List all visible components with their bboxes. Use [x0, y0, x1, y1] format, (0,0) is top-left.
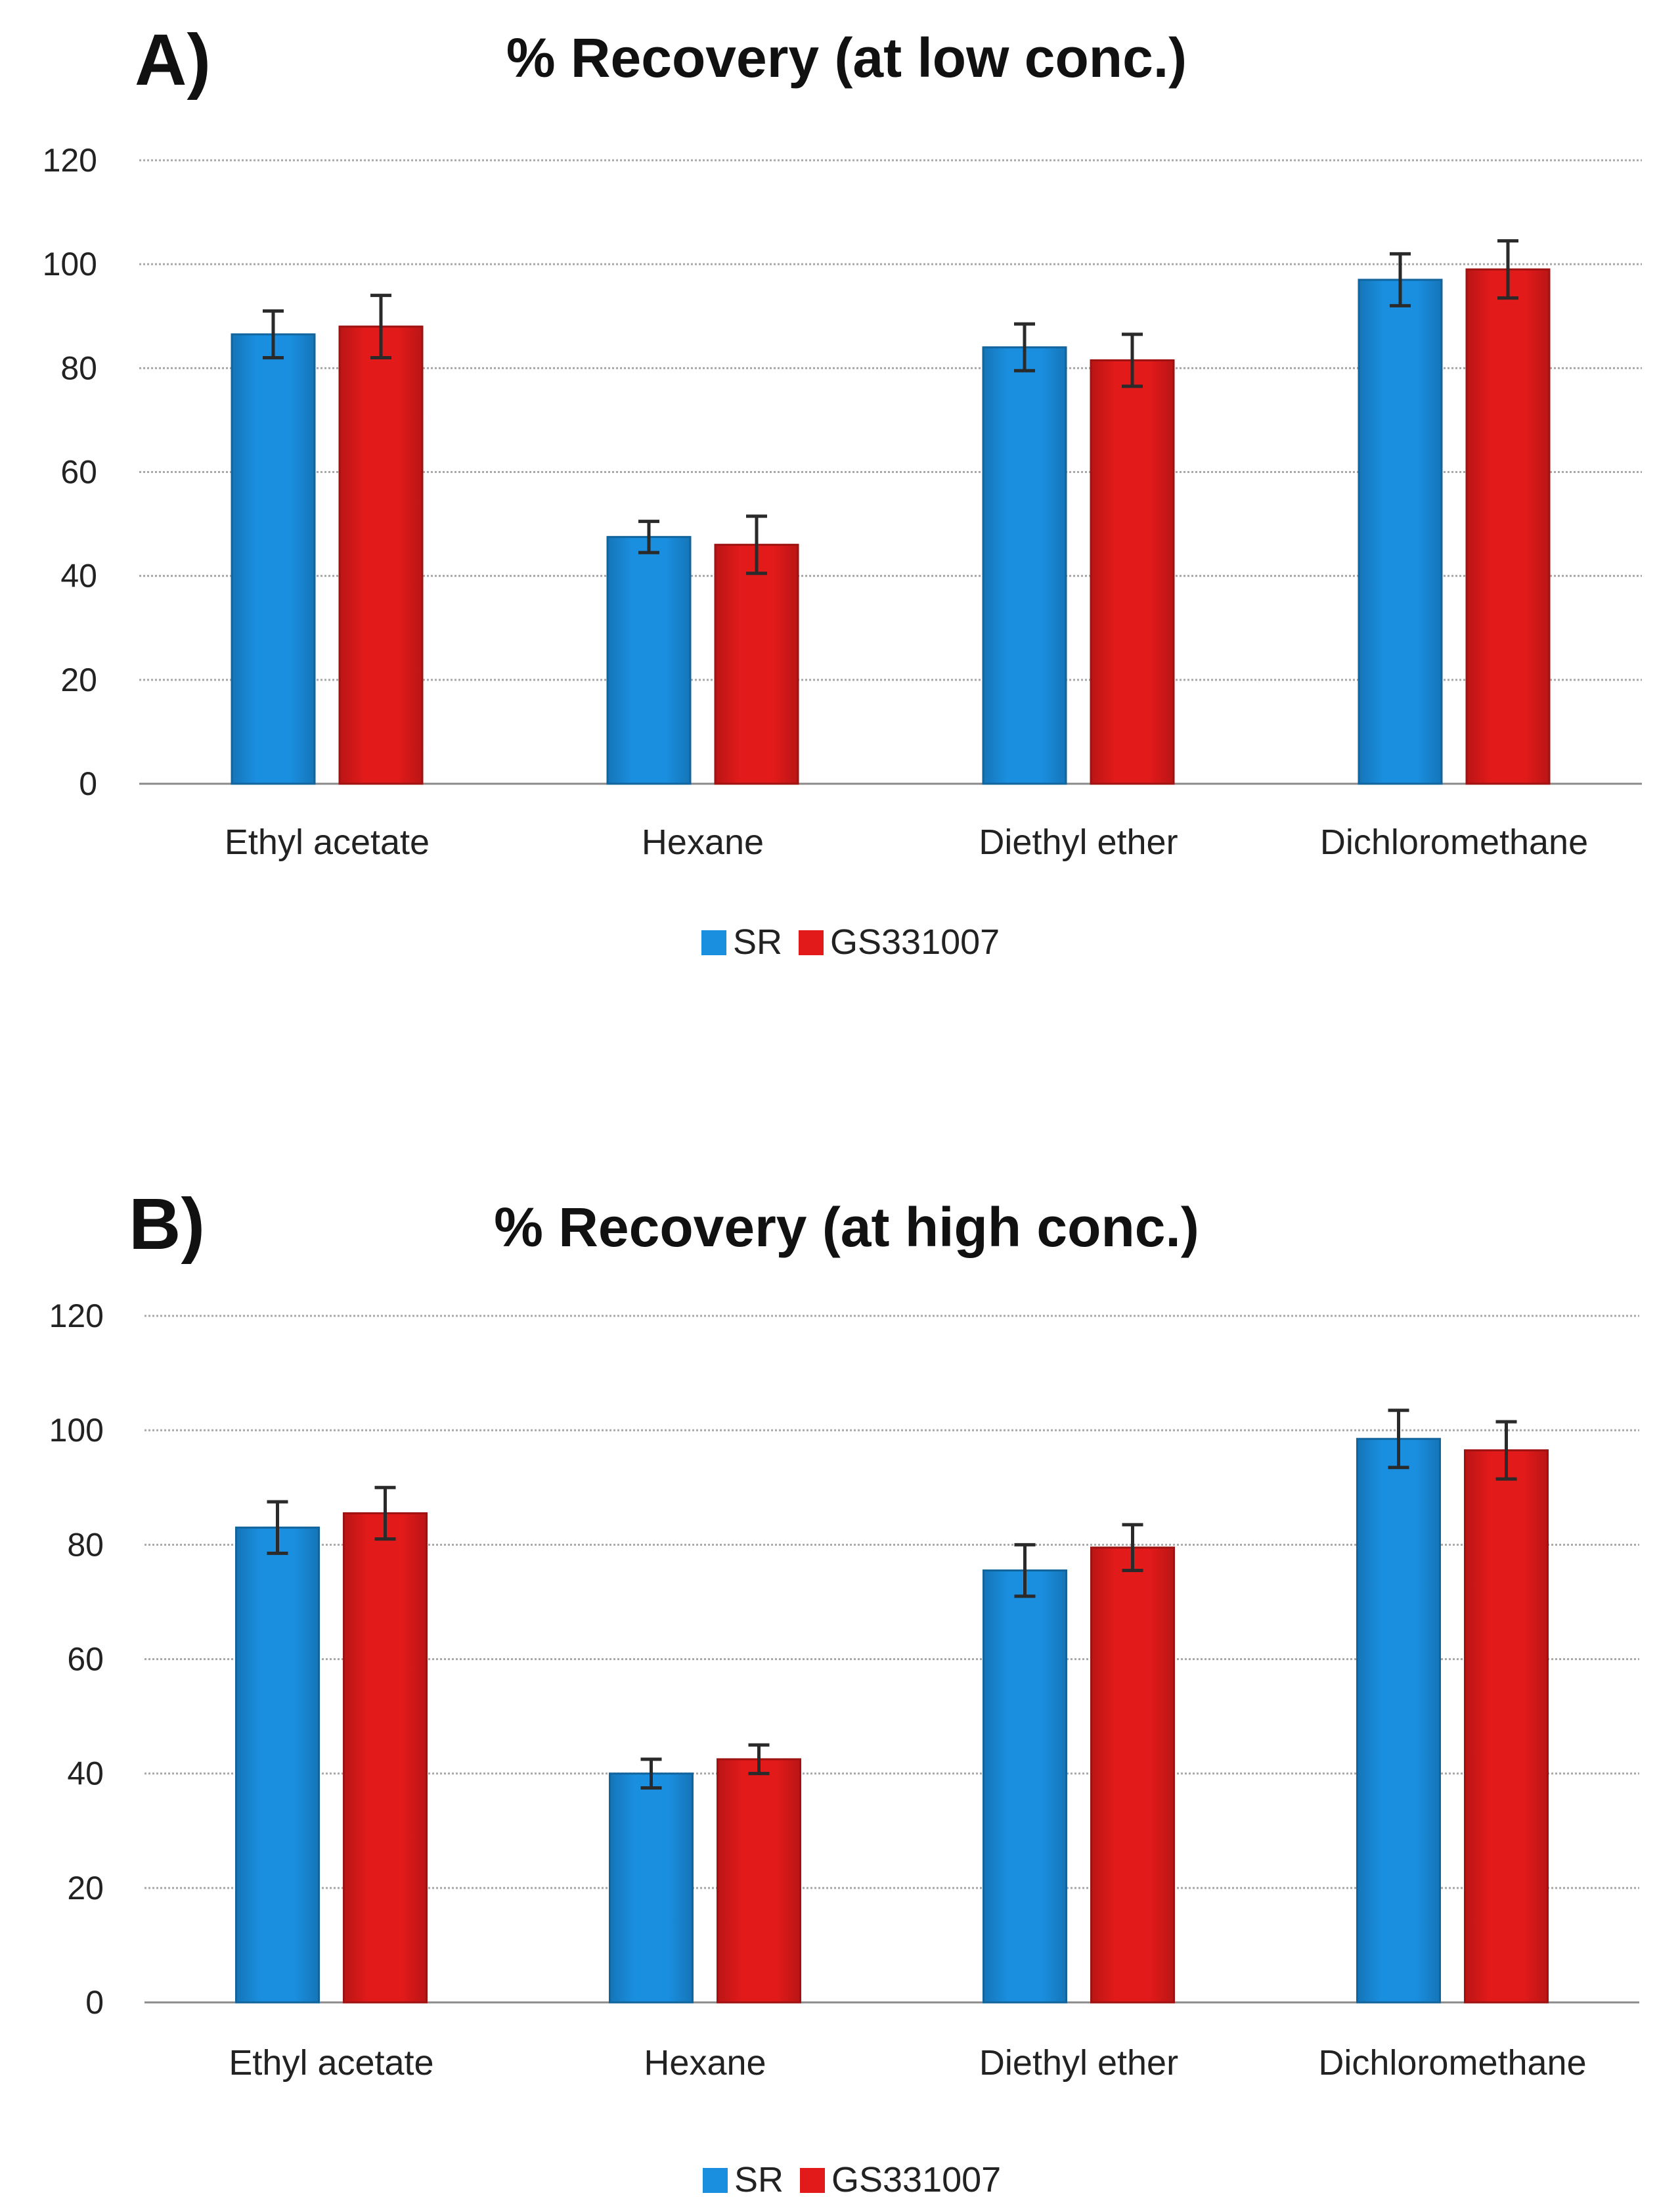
error-bar: [1497, 239, 1518, 300]
error-bar: [1390, 252, 1411, 307]
error-bar: [748, 1743, 770, 1776]
y-tick-label: 60: [67, 1641, 104, 1678]
legend-label: SR: [734, 2160, 784, 2199]
legend-swatch-gs331007: [799, 930, 824, 955]
x-category-label: Diethyl ether: [979, 823, 1178, 862]
error-bar: [370, 294, 391, 360]
y-tick-label: 40: [60, 558, 97, 595]
error-bar: [1014, 1543, 1036, 1598]
error-bar: [1122, 332, 1143, 388]
bar-chart-b: 0 20 40 60 80 100 120 Ethyl acetate Hexane Diethy…: [49, 1297, 1639, 2199]
bar-sr-1: [609, 1772, 694, 2004]
y-tick-label: 60: [60, 454, 97, 491]
y-tick-label: 120: [43, 142, 97, 179]
y-tick-label: 100: [49, 1412, 104, 1449]
bar-sr-0: [231, 333, 316, 785]
error-bar: [374, 1485, 396, 1541]
y-tick-label: 100: [43, 246, 97, 282]
bar-gs331007-2: [1090, 1546, 1175, 2004]
y-tick-label: 80: [60, 350, 97, 386]
panel-label-b: B): [129, 1184, 206, 1265]
bar-sr-0: [235, 1526, 320, 2004]
legend-label: SR: [733, 922, 782, 962]
bar-gs331007-0: [343, 1512, 428, 2004]
bar-sr-2: [982, 346, 1067, 785]
legend-swatch-sr: [703, 2168, 728, 2193]
legend-label: GS331007: [831, 2160, 1001, 2199]
x-category-label: Ethyl acetate: [229, 2043, 433, 2083]
error-bar: [1014, 322, 1035, 372]
panel-label-a: A): [135, 20, 211, 101]
bar-gs331007-3: [1464, 1449, 1549, 2004]
chart-title-b: % Recovery (at high conc.): [494, 1196, 1199, 1258]
bar-chart-a: 0 20 40 60 80 100 120 Ethyl acetate Hexane Diethy…: [43, 142, 1642, 962]
x-category-label: Hexane: [642, 823, 764, 862]
legend-swatch-gs331007: [800, 2168, 825, 2193]
legend: SR GS331007: [701, 922, 1000, 962]
error-bar: [638, 520, 659, 554]
bar-sr-2: [983, 1569, 1067, 2004]
error-bar: [263, 309, 284, 360]
chart-panel-b: B) % Recovery (at high conc.) 0 20 40 60 80 1…: [0, 1169, 1680, 2210]
chart-panel-a: A) % Recovery (at low conc.) 0 20 40 60 80 10…: [0, 0, 1680, 1025]
y-tick-label: 40: [67, 1755, 104, 1792]
y-tick-label: 20: [67, 1870, 104, 1906]
y-tick-label: 20: [60, 662, 97, 698]
error-bar: [1388, 1409, 1409, 1470]
error-bar: [1122, 1523, 1143, 1573]
x-category-label: Hexane: [644, 2043, 766, 2083]
error-bar: [1495, 1420, 1517, 1481]
x-category-label: Ethyl acetate: [225, 823, 430, 862]
bar-gs331007-3: [1465, 268, 1551, 785]
legend-label: GS331007: [830, 922, 1000, 962]
legend-swatch-sr: [701, 930, 726, 955]
bar-gs331007-1: [714, 543, 799, 785]
bar-gs331007-2: [1090, 359, 1175, 785]
bar-sr-3: [1356, 1437, 1441, 2004]
x-category-label: Diethyl ether: [979, 2043, 1178, 2083]
x-category-label: Dichloromethane: [1318, 2043, 1586, 2083]
bar-gs331007-0: [338, 325, 424, 785]
y-tick-label: 120: [49, 1297, 104, 1334]
bar-sr-1: [606, 535, 692, 785]
y-tick-label: 80: [67, 1526, 104, 1563]
error-bar: [640, 1757, 662, 1790]
bar-sr-3: [1358, 279, 1443, 785]
y-tick-label: 0: [79, 765, 97, 802]
chart-title-a: % Recovery (at low conc.): [506, 27, 1187, 89]
error-bar: [267, 1500, 288, 1555]
bar-gs331007-1: [717, 1758, 801, 2004]
legend: SR GS331007: [703, 2160, 1001, 2199]
x-category-label: Dichloromethane: [1320, 823, 1588, 862]
error-bar: [746, 514, 767, 575]
y-tick-label: 0: [85, 1984, 104, 2021]
